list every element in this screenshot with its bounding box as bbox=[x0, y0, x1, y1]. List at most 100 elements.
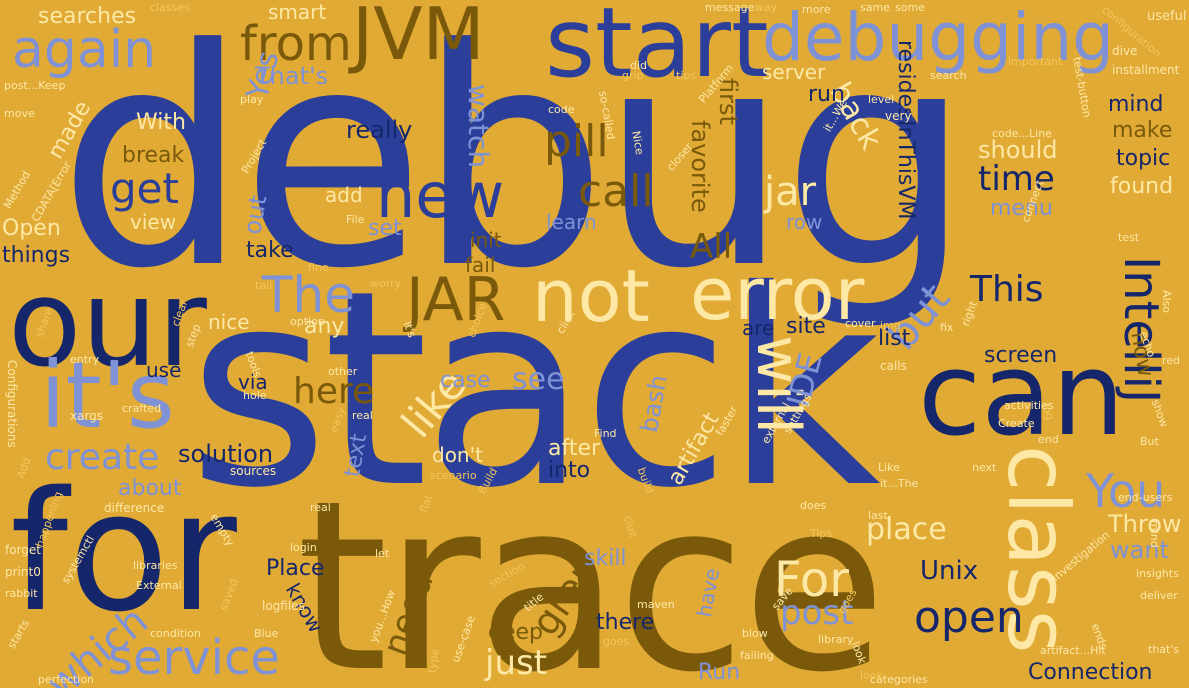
word-entry: entry bbox=[70, 353, 100, 366]
word-run: run bbox=[808, 82, 845, 107]
word-again: again bbox=[12, 20, 157, 80]
word-pill: pill bbox=[544, 116, 609, 167]
word-here: here bbox=[293, 371, 375, 412]
word-for: for bbox=[10, 456, 237, 648]
word-debug: debug bbox=[58, 0, 972, 334]
word-fix: fix bbox=[940, 321, 954, 334]
word-mind: mind bbox=[1108, 92, 1164, 117]
word-about: about bbox=[118, 476, 182, 501]
word-out: out bbox=[238, 192, 273, 237]
word-end-users: end-users bbox=[1118, 491, 1173, 504]
word-not: not bbox=[532, 254, 650, 338]
word-watch: watch bbox=[462, 84, 495, 169]
word-view: view bbox=[130, 210, 177, 234]
word-sources: sources bbox=[230, 464, 277, 478]
word-thats: That's bbox=[255, 62, 329, 90]
word-red: red bbox=[1162, 354, 1181, 367]
word-crafted: crafted bbox=[122, 402, 162, 415]
word-other: other bbox=[328, 365, 358, 378]
word-jar: JAR bbox=[406, 265, 506, 335]
word-print0: print0 bbox=[5, 565, 41, 579]
word-things: things bbox=[2, 243, 71, 268]
word-debugging: debugging bbox=[762, 0, 1115, 76]
word-message: message bbox=[705, 1, 755, 14]
word-from: from bbox=[240, 16, 352, 72]
word-dive: dive bbox=[1112, 44, 1138, 58]
word-there: there bbox=[596, 610, 655, 635]
word-calls: calls bbox=[880, 359, 907, 373]
word-found: found bbox=[1110, 174, 1174, 199]
word-postkeep: post...Keep bbox=[4, 79, 66, 92]
word-place-2: place bbox=[866, 512, 947, 547]
word-screen: screen bbox=[984, 343, 1058, 368]
word-tips-cap: Tips bbox=[810, 527, 833, 540]
word-worry: worry bbox=[370, 277, 402, 290]
word-code-line: code...Line bbox=[992, 127, 1052, 140]
word-cover: cover bbox=[845, 317, 876, 330]
word-activities: activities bbox=[1004, 399, 1054, 412]
word-site: site bbox=[786, 314, 826, 339]
word-row: row bbox=[786, 210, 823, 234]
word-goes: goes bbox=[603, 635, 630, 648]
word-time: time bbox=[978, 159, 1055, 199]
word-very: very bbox=[885, 109, 912, 123]
word-stack: stack bbox=[188, 232, 881, 547]
word-tail: tail bbox=[255, 279, 273, 292]
word-all: All bbox=[690, 227, 733, 267]
word-place: Place bbox=[266, 556, 325, 581]
word-condition: condition bbox=[150, 627, 201, 640]
word-want: want bbox=[1110, 536, 1169, 564]
word-move: move bbox=[4, 107, 35, 120]
word-connection: Connection bbox=[1028, 660, 1153, 685]
word-method: Method bbox=[1, 168, 34, 211]
word-break: break bbox=[122, 143, 185, 168]
word-same: same bbox=[860, 1, 890, 14]
word-scenario: scenario bbox=[430, 469, 477, 482]
word-classes: classes bbox=[150, 1, 190, 14]
word-can: can bbox=[918, 328, 1125, 462]
word-rabbit: rabbit bbox=[5, 587, 38, 600]
word-into: into bbox=[548, 458, 591, 483]
word-mind-small: mind bbox=[1148, 520, 1161, 548]
word-make: make bbox=[1112, 118, 1173, 143]
word-after: after bbox=[548, 436, 601, 461]
word-some: some bbox=[895, 1, 925, 14]
word-server: server bbox=[762, 60, 826, 84]
word-see: see bbox=[512, 362, 565, 397]
word-jvm: JVM bbox=[352, 0, 485, 76]
word-installment: installment bbox=[1112, 63, 1180, 77]
word-for-cap: For bbox=[774, 552, 849, 608]
word-failing: failing bbox=[740, 649, 774, 662]
word-searches: searches bbox=[38, 4, 137, 29]
word-code: code bbox=[548, 103, 575, 116]
word-set: set bbox=[368, 216, 402, 241]
word-fine: fine bbox=[308, 261, 329, 274]
word-maven: maven bbox=[637, 598, 675, 611]
word-resides: resides bbox=[893, 40, 918, 119]
word-this: This bbox=[970, 269, 1044, 310]
word-option: option bbox=[290, 315, 325, 328]
word-init: init bbox=[470, 228, 502, 252]
word-unix: Unix bbox=[920, 556, 979, 586]
word-img: img bbox=[880, 319, 901, 332]
word-more: more bbox=[802, 3, 831, 16]
word-its: it's bbox=[40, 342, 175, 449]
word-difference: difference bbox=[104, 501, 165, 515]
word-learn: learn bbox=[546, 210, 597, 234]
word-any: any bbox=[304, 314, 345, 339]
word-does: does bbox=[800, 499, 827, 512]
word-hole: hole bbox=[243, 389, 267, 402]
word-with: With bbox=[136, 110, 186, 135]
word-grip: grip bbox=[622, 69, 644, 82]
word-search: search bbox=[930, 69, 967, 82]
word-insights: insights bbox=[1136, 567, 1179, 580]
word-add: add bbox=[325, 183, 363, 207]
word-use: use bbox=[146, 358, 182, 382]
word-artifact-hit: artifact...Hit bbox=[1040, 644, 1106, 657]
word-smart: smart bbox=[268, 0, 327, 24]
word-via: via bbox=[238, 370, 268, 394]
word-last: last bbox=[868, 509, 888, 522]
word-get: get bbox=[110, 164, 179, 213]
word-login: login bbox=[290, 541, 317, 554]
